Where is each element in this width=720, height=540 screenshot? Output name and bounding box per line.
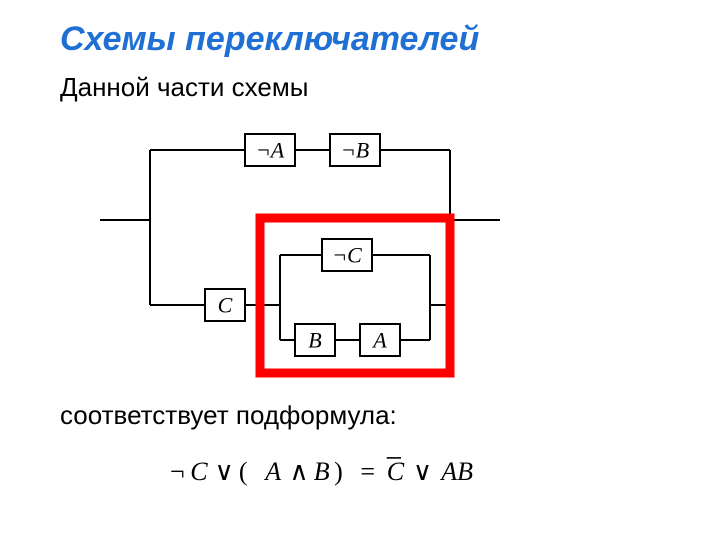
box-label-B: B	[308, 328, 321, 353]
svg-text:(: (	[239, 457, 248, 486]
svg-text:∧: ∧	[290, 457, 309, 486]
svg-text:C: C	[387, 457, 405, 486]
svg-text:C: C	[190, 457, 208, 486]
svg-text:AB: AB	[439, 457, 473, 486]
box-label-C: C	[218, 293, 233, 318]
switch-diagram: ¬A ¬B C ¬C B A	[100, 110, 500, 395]
svg-text:B: B	[314, 457, 330, 486]
box-label-notA: ¬A	[256, 138, 285, 163]
svg-text:∨: ∨	[413, 457, 432, 486]
page-title: Схемы переключателей	[60, 20, 479, 59]
box-label-notC: ¬C	[332, 243, 362, 268]
svg-text:=: =	[360, 457, 375, 486]
svg-text:¬: ¬	[170, 457, 185, 486]
box-label-notB: ¬B	[341, 138, 369, 163]
conclusion-text: соответствует подформула:	[60, 400, 397, 431]
svg-text:A: A	[263, 457, 281, 486]
svg-text:): )	[334, 457, 343, 486]
svg-text:∨: ∨	[215, 457, 234, 486]
intro-text: Данной части схемы	[60, 72, 308, 103]
box-label-A: A	[371, 328, 387, 353]
formula: ¬C∨(A∧B)=C∨AB	[0, 440, 720, 505]
